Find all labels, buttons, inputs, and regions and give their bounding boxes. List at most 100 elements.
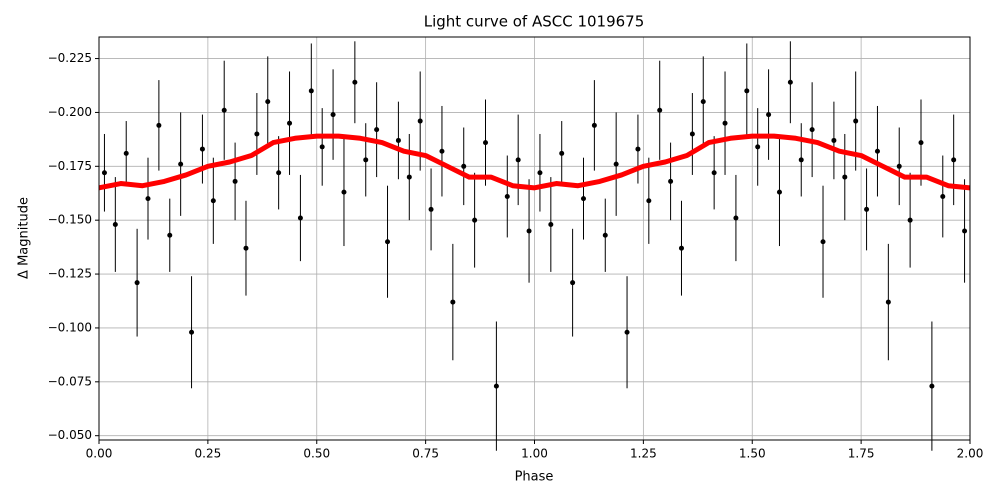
x-tick-label: 1.50 bbox=[739, 447, 766, 461]
data-point bbox=[167, 232, 173, 238]
data-point bbox=[668, 178, 674, 184]
data-point bbox=[602, 232, 608, 238]
data-point bbox=[820, 239, 826, 245]
data-point bbox=[341, 189, 347, 195]
data-point bbox=[678, 245, 684, 251]
y-tick-label: −0.225 bbox=[48, 51, 92, 65]
data-point bbox=[101, 170, 107, 176]
data-point bbox=[526, 228, 532, 234]
x-tick-label: 0.00 bbox=[86, 447, 113, 461]
data-point bbox=[885, 299, 891, 305]
data-point bbox=[635, 146, 641, 152]
data-point bbox=[700, 99, 706, 105]
data-point bbox=[809, 127, 815, 133]
y-axis-label: Δ Magnitude bbox=[17, 197, 32, 279]
data-point bbox=[363, 157, 369, 163]
data-point bbox=[874, 148, 880, 154]
x-axis-label: Phase bbox=[515, 470, 554, 485]
data-point bbox=[689, 131, 695, 137]
data-point bbox=[385, 239, 391, 245]
y-tick-label: −0.175 bbox=[48, 159, 92, 173]
data-point bbox=[570, 280, 576, 286]
data-point bbox=[864, 206, 870, 212]
data-point bbox=[962, 228, 968, 234]
x-tick-label: 1.25 bbox=[630, 447, 657, 461]
data-point bbox=[515, 157, 521, 163]
data-point bbox=[537, 170, 543, 176]
binned-curve bbox=[98, 133, 971, 191]
data-point bbox=[287, 120, 293, 126]
data-point bbox=[319, 144, 325, 150]
data-point bbox=[918, 140, 924, 146]
x-tick-label: 0.25 bbox=[195, 447, 222, 461]
data-point bbox=[254, 131, 260, 137]
data-point bbox=[624, 329, 630, 335]
x-tick-label: 1.75 bbox=[848, 447, 875, 461]
data-point bbox=[483, 140, 489, 146]
chart-title: Light curve of ASCC 1019675 bbox=[424, 13, 645, 31]
data-point bbox=[134, 280, 140, 286]
data-point bbox=[896, 163, 902, 169]
data-point bbox=[722, 120, 728, 126]
data-point bbox=[232, 178, 238, 184]
data-point bbox=[199, 146, 205, 152]
x-tick-label: 2.00 bbox=[957, 447, 984, 461]
data-point bbox=[493, 383, 499, 389]
data-point bbox=[428, 206, 434, 212]
data-point bbox=[243, 245, 249, 251]
data-point bbox=[929, 383, 935, 389]
data-point bbox=[472, 217, 478, 223]
data-point bbox=[210, 198, 216, 204]
data-point bbox=[853, 118, 859, 124]
data-point bbox=[951, 157, 957, 163]
data-point bbox=[156, 122, 162, 128]
data-point bbox=[461, 163, 467, 169]
data-point bbox=[744, 88, 750, 94]
x-tick-label: 0.50 bbox=[303, 447, 330, 461]
data-point bbox=[221, 107, 227, 113]
data-point bbox=[831, 137, 837, 143]
data-point bbox=[395, 137, 401, 143]
data-point bbox=[907, 217, 913, 223]
y-tick-label: −0.050 bbox=[48, 428, 92, 442]
data-point bbox=[842, 174, 848, 180]
plot-frame bbox=[98, 36, 971, 441]
data-point bbox=[450, 299, 456, 305]
data-point bbox=[112, 221, 118, 227]
data-point bbox=[123, 150, 129, 156]
data-point bbox=[787, 79, 793, 85]
y-tick-label: −0.100 bbox=[48, 320, 92, 334]
data-point bbox=[657, 107, 663, 113]
data-point bbox=[439, 148, 445, 154]
data-point bbox=[559, 150, 565, 156]
data-point bbox=[276, 170, 282, 176]
x-tick-label: 0.75 bbox=[412, 447, 439, 461]
data-point bbox=[613, 161, 619, 167]
data-point bbox=[352, 79, 358, 85]
data-point bbox=[189, 329, 195, 335]
data-point bbox=[417, 118, 423, 124]
x-tick-label: 1.00 bbox=[521, 447, 548, 461]
data-point bbox=[265, 99, 271, 105]
data-point bbox=[548, 221, 554, 227]
data-point bbox=[733, 215, 739, 221]
y-tick-label: −0.150 bbox=[48, 213, 92, 227]
data-point bbox=[580, 196, 586, 202]
y-tick-label: −0.125 bbox=[48, 267, 92, 281]
data-point bbox=[330, 112, 336, 118]
data-point bbox=[591, 122, 597, 128]
data-point bbox=[297, 215, 303, 221]
y-tick-label: −0.075 bbox=[48, 374, 92, 388]
data-point bbox=[940, 193, 946, 199]
data-point bbox=[145, 196, 151, 202]
data-point bbox=[406, 174, 412, 180]
data-point bbox=[178, 161, 184, 167]
data-point bbox=[646, 198, 652, 204]
data-point bbox=[776, 189, 782, 195]
data-point bbox=[374, 127, 380, 133]
data-point bbox=[504, 193, 510, 199]
data-point bbox=[798, 157, 804, 163]
data-point bbox=[755, 144, 761, 150]
data-point bbox=[308, 88, 314, 94]
